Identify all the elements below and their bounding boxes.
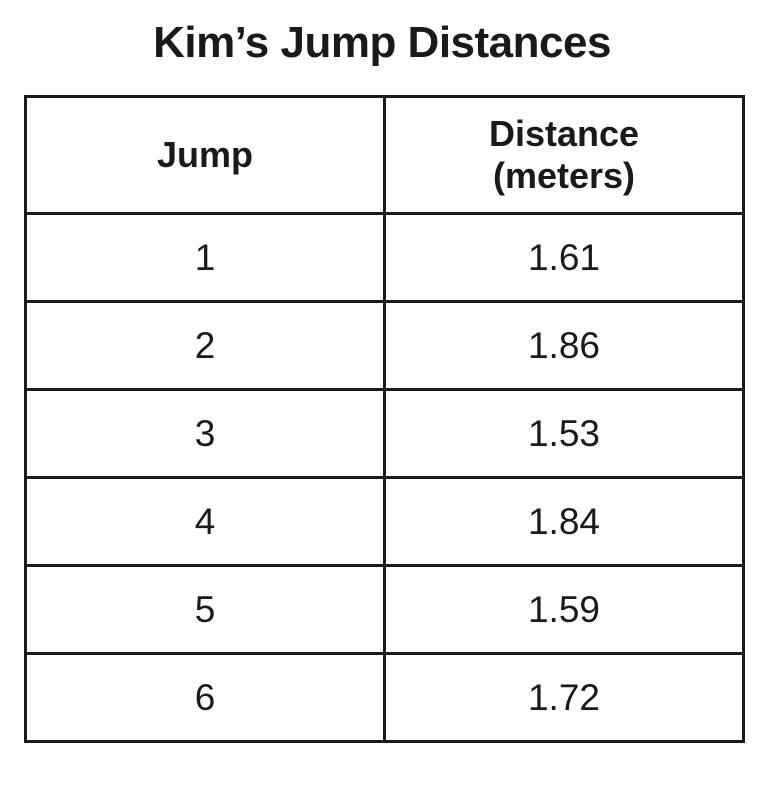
header-jump: Jump bbox=[24, 95, 386, 215]
distance-cell: 1.59 bbox=[383, 564, 745, 655]
table-row: 4 1.84 bbox=[24, 476, 745, 567]
distance-cell: 1.61 bbox=[383, 212, 745, 303]
header-distance-label: Distance (meters) bbox=[488, 113, 640, 196]
jump-cell: 1 bbox=[24, 212, 386, 303]
table-row: 2 1.86 bbox=[24, 300, 745, 391]
table-row: 3 1.53 bbox=[24, 388, 745, 479]
jump-cell: 5 bbox=[24, 564, 386, 655]
header-row: Jump Distance (meters) bbox=[24, 95, 745, 215]
table-title: Kim’s Jump Distances bbox=[153, 18, 611, 67]
jump-cell: 4 bbox=[24, 476, 386, 567]
header-jump-label: Jump bbox=[156, 134, 253, 175]
table-row: 5 1.59 bbox=[24, 564, 745, 655]
jump-cell: 6 bbox=[24, 652, 386, 743]
jump-distances-table: Jump Distance (meters) 1 1.61 2 1.86 3 1… bbox=[24, 95, 745, 743]
distance-cell: 1.84 bbox=[383, 476, 745, 567]
jump-cell: 2 bbox=[24, 300, 386, 391]
table-row: 1 1.61 bbox=[24, 212, 745, 303]
table-row: 6 1.72 bbox=[24, 652, 745, 743]
distance-cell: 1.86 bbox=[383, 300, 745, 391]
jump-cell: 3 bbox=[24, 388, 386, 479]
header-distance: Distance (meters) bbox=[383, 95, 745, 215]
distance-cell: 1.72 bbox=[383, 652, 745, 743]
distance-cell: 1.53 bbox=[383, 388, 745, 479]
